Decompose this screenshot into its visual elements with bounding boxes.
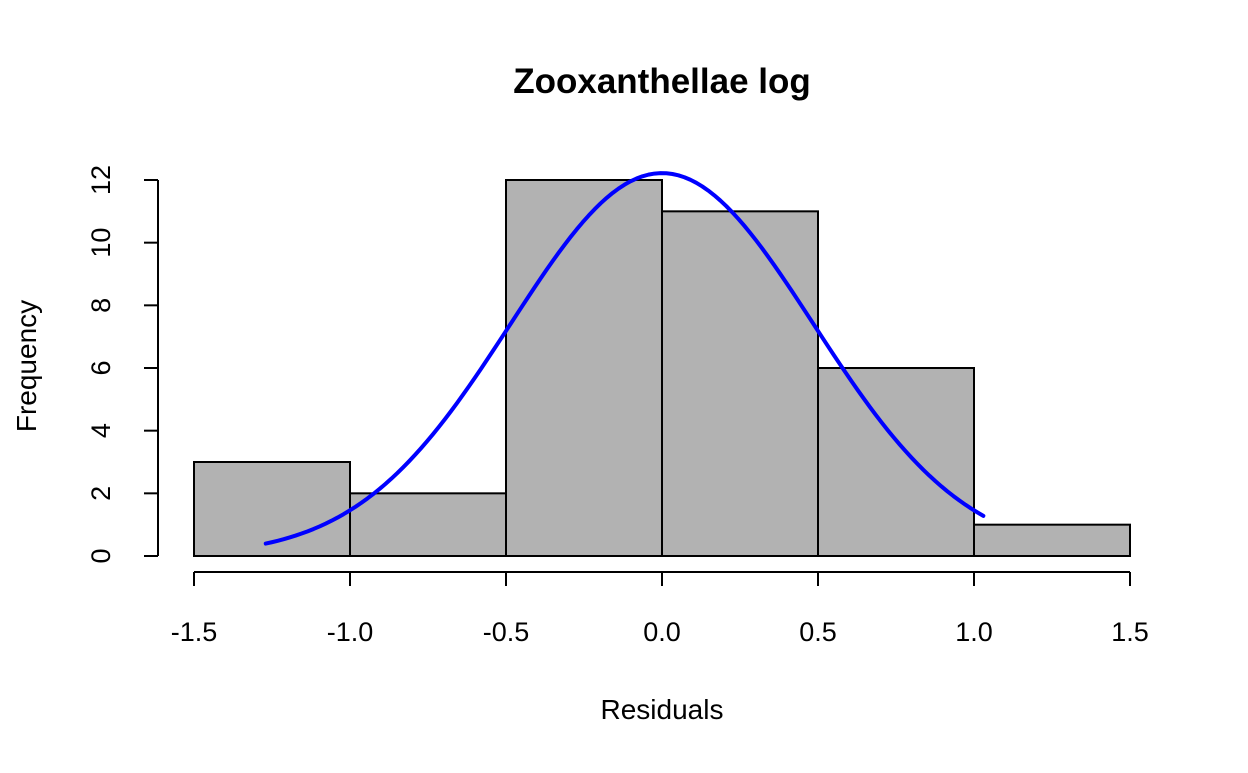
histogram-bar-4 [817,367,975,557]
x-tick-label: 0.0 [643,617,681,647]
histogram-bar-1 [349,492,507,558]
y-tick-label: 10 [86,228,116,258]
bars-group [193,179,1131,558]
histogram-bar-5 [973,523,1131,558]
x-axis-label: Residuals [601,694,724,725]
x-tick-label: 1.0 [955,617,993,647]
y-axis: 0 2 4 6 8 10 12 [86,165,159,564]
x-tick-label: -1.0 [327,617,374,647]
normal-curve-line [263,171,986,546]
y-tick-label: 6 [86,360,116,375]
x-tick-label: 0.5 [799,617,837,647]
x-tick-label: 1.5 [1111,617,1149,647]
curve-group [263,171,986,546]
x-tick-label: -0.5 [483,617,530,647]
y-tick-label: 12 [86,165,116,195]
y-tick-label: 2 [86,486,116,501]
x-tick-label: -1.5 [171,617,218,647]
histogram-bar-3 [661,210,819,557]
y-tick-label: 4 [86,423,116,438]
y-axis-label: Frequency [11,300,42,432]
y-tick-label: 8 [86,298,116,313]
y-tick-label: 0 [86,548,116,563]
histogram-bar-2 [505,179,663,557]
chart-title: Zooxanthellae log [513,62,811,101]
x-axis: -1.5 -1.0 -0.5 0.0 0.5 1.0 1.5 [171,571,1149,647]
